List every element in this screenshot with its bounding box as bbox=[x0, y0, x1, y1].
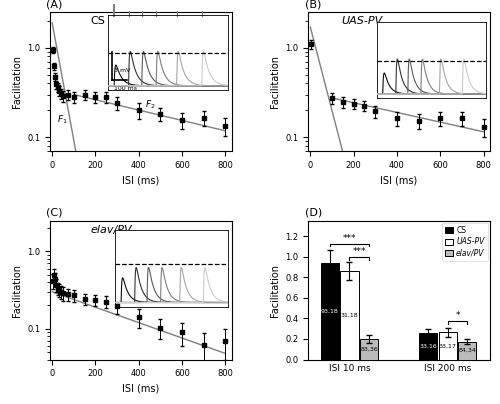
Text: (B): (B) bbox=[304, 0, 321, 9]
X-axis label: ISI (ms): ISI (ms) bbox=[122, 384, 160, 394]
Text: ***: *** bbox=[352, 247, 366, 256]
Text: 84,34: 84,34 bbox=[458, 348, 476, 353]
Bar bbox=[340, 271, 358, 360]
Bar bbox=[419, 333, 437, 360]
Text: 93,18: 93,18 bbox=[321, 309, 338, 314]
Text: 31,18: 31,18 bbox=[340, 313, 358, 318]
Legend: CS, UAS-PV, elav/PV: CS, UAS-PV, elav/PV bbox=[442, 223, 488, 261]
Text: elav/PV: elav/PV bbox=[90, 225, 132, 235]
Text: $F_2$: $F_2$ bbox=[145, 99, 156, 111]
Y-axis label: Facilitation: Facilitation bbox=[12, 55, 22, 108]
Text: 33,17: 33,17 bbox=[439, 343, 456, 348]
Text: ***: *** bbox=[342, 234, 356, 243]
Bar bbox=[438, 332, 457, 360]
Text: (D): (D) bbox=[304, 208, 322, 218]
Text: $F_1$: $F_1$ bbox=[57, 114, 68, 126]
Text: CS: CS bbox=[90, 16, 105, 26]
X-axis label: ISI (ms): ISI (ms) bbox=[380, 175, 418, 185]
Text: *: * bbox=[456, 311, 460, 320]
Text: 33,16: 33,16 bbox=[419, 344, 437, 349]
Text: UAS-PV: UAS-PV bbox=[341, 16, 382, 26]
Text: 83,36: 83,36 bbox=[360, 347, 378, 352]
Text: (A): (A) bbox=[46, 0, 62, 9]
Bar bbox=[360, 339, 378, 360]
Y-axis label: Facilitation: Facilitation bbox=[270, 263, 280, 317]
Y-axis label: Facilitation: Facilitation bbox=[12, 263, 22, 317]
Bar bbox=[321, 263, 339, 360]
Y-axis label: Facilitation: Facilitation bbox=[270, 55, 280, 108]
Bar bbox=[458, 342, 476, 360]
Text: (C): (C) bbox=[46, 208, 63, 218]
X-axis label: ISI (ms): ISI (ms) bbox=[122, 175, 160, 185]
